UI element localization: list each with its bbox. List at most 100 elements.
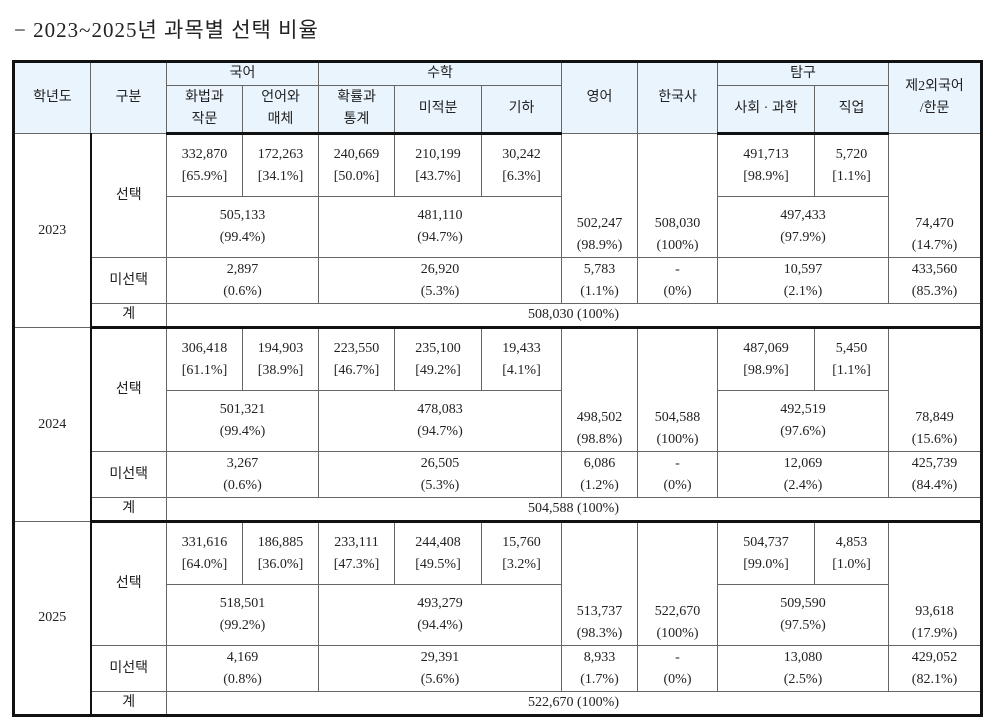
total-label: 계 [90,691,167,717]
cell-percent: (1.7%) [580,671,619,687]
table-row: 2023 선택 332,870 [65.9%] 172,263 [34.1%] 240,66… [13,133,983,328]
cell-inquiry-unselected: 13,080 (2.5%) [717,645,890,692]
cell-english-selected: 502,247 (98.9%) [561,133,639,258]
table-row: 미선택 2,897 (0.6%) 26,920 (5.3%) 5,783 (1.1%) - (0… [14,257,983,304]
cell-percent: [65.9%] [181,168,228,184]
cell-count: 186,885 [257,534,304,550]
cell-english-unselected: 6,086 (1.2%) [561,451,639,498]
cell-history-unselected: - (0%) [637,257,719,304]
cell-percent: (99.4%) [219,424,266,439]
cell-percent: (98.9%) [576,238,623,253]
header-text: 화법과 [185,90,224,105]
cell-count: 481,110 [417,208,463,223]
cell-percent: (94.7%) [417,424,463,439]
cell-count: 505,133 [219,208,266,223]
cell-count: 306,418 [181,340,228,356]
header-history: 한국사 [637,61,719,134]
cell-count: 78,849 [915,410,954,425]
cell-percent: [1.1%] [832,168,871,184]
cell-percent: (85.3%) [911,283,958,299]
cell-percent: [61.1%] [181,362,228,378]
cell-count: 513,737 [576,604,623,619]
cell-mi: 244,408 [49.5%] [394,521,483,585]
cell-percent: (100%) [656,238,699,253]
header-text: 매체 [267,112,294,127]
cell-hwak: 223,550 [46.7%] [318,327,396,391]
cell-count: 233,111 [334,534,379,550]
cell-percent: (2.5%) [783,671,823,687]
total-label: 계 [90,497,167,523]
cell-count: 93,618 [915,604,954,619]
cell-total: 522,670 (100%) [165,691,983,717]
cell-percent: (99.2%) [219,618,266,633]
cell-english-unselected: 5,783 (1.1%) [561,257,639,304]
cell-percent: (0%) [663,283,692,299]
cell-percent: (5.3%) [420,283,460,299]
table-row: 계 504,588 (100%) [14,497,983,523]
unselected-label: 미선택 [90,257,167,304]
cell-count: 498,502 [576,410,623,425]
cell-count: 491,713 [743,146,789,162]
cell-eon: 194,903 [38.9%] [241,327,320,391]
table-row: 2025 선택 331,616 [64.0%] 186,885 [36.0%] 233,11… [13,521,983,716]
header-text: 확률과 [337,90,376,105]
cell-percent: [36.0%] [257,556,304,572]
subject-selection-table: 학년도 구분 국어 수학 영어 한국사 탐구 제2외국어/한문 화법과 작문 언어… [12,60,984,717]
cell-percent: [49.2%] [415,362,461,378]
header-hwak: 확률과 통계 [318,85,396,135]
cell-count: 240,669 [333,146,380,162]
header-gi: 기하 [481,85,563,135]
cell-inquiry-selected: 497,433 (97.9%) [717,196,890,258]
cell-count: 487,069 [743,340,789,356]
cell-percent: (98.8%) [576,432,623,447]
header-hwa: 화법과 작문 [166,85,243,135]
cell-count: 244,408 [415,534,461,550]
cell-percent: (84.4%) [911,477,958,493]
cell-count: 504,588 [654,410,701,425]
cell-gi: 19,433 [4.1%] [481,327,563,391]
header-mi: 미적분 [394,85,483,135]
header-jik: 직업 [814,85,890,135]
cell-second-language-selected: 78,849 (15.6%) [888,327,983,452]
cell-count: 332,870 [181,146,228,162]
cell-sa: 491,713 [98.9%] [717,133,816,197]
header-korean: 국어 [165,61,320,86]
cell-percent: (5.3%) [420,477,460,493]
cell-percent: (2.1%) [783,283,823,299]
cell-count: 15,760 [502,534,541,550]
cell-count: 429,052 [911,649,958,665]
cell-count: 12,069 [783,455,823,471]
header-inquiry: 탐구 [717,61,890,86]
cell-english-selected: 498,502 (98.8%) [561,327,639,452]
cell-hwa: 306,418 [61.1%] [166,327,243,391]
cell-hwak: 233,111 [47.3%] [318,521,396,585]
cell-history-selected: 508,030 (100%) [637,133,719,258]
cell-count: 331,616 [181,534,228,550]
cell-percent: [38.9%] [257,362,304,378]
cell-count: 492,519 [780,402,826,417]
table-row: 2024 선택 306,418 [61.1%] 194,903 [38.9%] 223,55… [13,327,983,522]
cell-count: - [675,455,680,471]
cell-math-unselected: 26,920 (5.3%) [318,257,563,304]
cell-percent: [4.1%] [502,362,541,378]
cell-second-language-selected: 93,618 (17.9%) [888,521,983,646]
cell-count: - [675,261,680,277]
header-text: 제2외국어 [905,79,964,94]
cell-sa: 487,069 [98.9%] [717,327,816,391]
cell-count: 509,590 [780,596,826,611]
cell-count: 13,080 [783,649,823,665]
cell-count: 172,263 [257,146,304,162]
cell-eon: 172,263 [34.1%] [241,133,320,197]
cell-count: 2,897 [226,261,259,277]
cell-percent: (97.9%) [780,230,826,245]
cell-count: 5,783 [583,261,616,277]
cell-count: 5,720 [835,146,868,162]
cell-count: 497,433 [780,208,826,223]
cell-english-unselected: 8,933 (1.7%) [561,645,639,692]
cell-percent: (99.4%) [219,230,266,245]
cell-jik: 5,450 [1.1%] [814,327,890,391]
cell-percent: [43.7%] [415,168,461,184]
table-row: 미선택 3,267 (0.6%) 26,505 (5.3%) 6,086 (1.2%) - (0… [14,451,983,498]
cell-count: 502,247 [576,216,623,231]
cell-inquiry-selected: 509,590 (97.5%) [717,584,890,646]
